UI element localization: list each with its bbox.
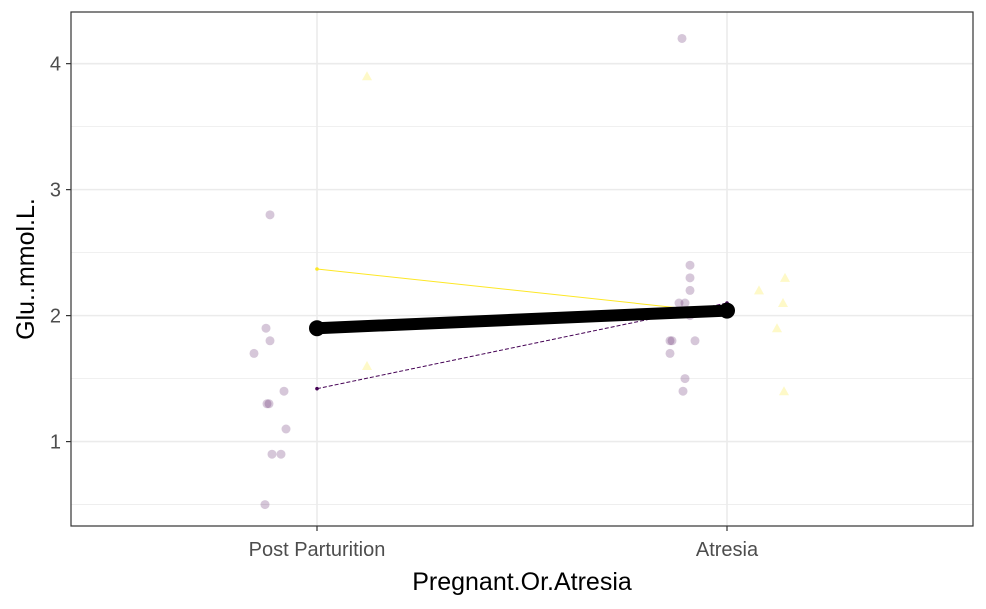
- data-point: [685, 273, 695, 283]
- data-point: [362, 71, 372, 81]
- data-point: [780, 272, 790, 282]
- group-mean-line-group_b: [316, 268, 728, 314]
- data-point: [265, 210, 275, 220]
- overall-mean-line: [309, 302, 735, 337]
- axes: 1 2 3 4 Post Parturition Atresia: [50, 54, 759, 561]
- data-point: [279, 386, 289, 396]
- data-point: [276, 449, 286, 459]
- y-tick-label: 4: [50, 54, 61, 76]
- data-point: [262, 399, 272, 409]
- x-tick-label: Post Parturition: [249, 539, 386, 561]
- data-point: [261, 323, 271, 333]
- y-axis-title: Glu..mmol.L.: [12, 198, 40, 340]
- x-axis-title: Pregnant.Or.Atresia: [412, 568, 632, 596]
- data-point: [281, 424, 291, 434]
- data-point: [260, 500, 270, 510]
- data-point: [680, 298, 690, 308]
- data-point: [362, 361, 372, 371]
- group-mean-point: [315, 267, 319, 271]
- data-point: [677, 33, 687, 43]
- data-point: [665, 336, 675, 346]
- overall-mean-point: [309, 320, 325, 337]
- group-mean-point: [315, 386, 319, 391]
- panel-background: [71, 12, 973, 526]
- x-tick-label: Atresia: [696, 539, 759, 561]
- data-point: [772, 323, 782, 333]
- y-tick-label: 3: [50, 180, 61, 202]
- y-tick-label: 2: [50, 306, 61, 328]
- data-point: [779, 386, 789, 396]
- data-point: [665, 348, 675, 358]
- overall-mean-line: [311, 304, 733, 335]
- data-point: [754, 285, 764, 295]
- overall-mean-point: [719, 302, 735, 319]
- data-point: [249, 348, 259, 358]
- panel-border: [70, 11, 974, 527]
- data-point: [685, 260, 695, 270]
- data-point: [264, 399, 274, 409]
- data-point: [667, 336, 677, 346]
- data-point: [678, 386, 688, 396]
- y-tick-label: 1: [50, 432, 61, 454]
- data-point: [265, 336, 275, 346]
- data-point: [685, 285, 695, 295]
- data-point: [690, 336, 700, 346]
- data-point: [267, 449, 277, 459]
- data-point: [674, 298, 684, 308]
- data-point: [680, 374, 690, 384]
- data-point: [778, 298, 788, 308]
